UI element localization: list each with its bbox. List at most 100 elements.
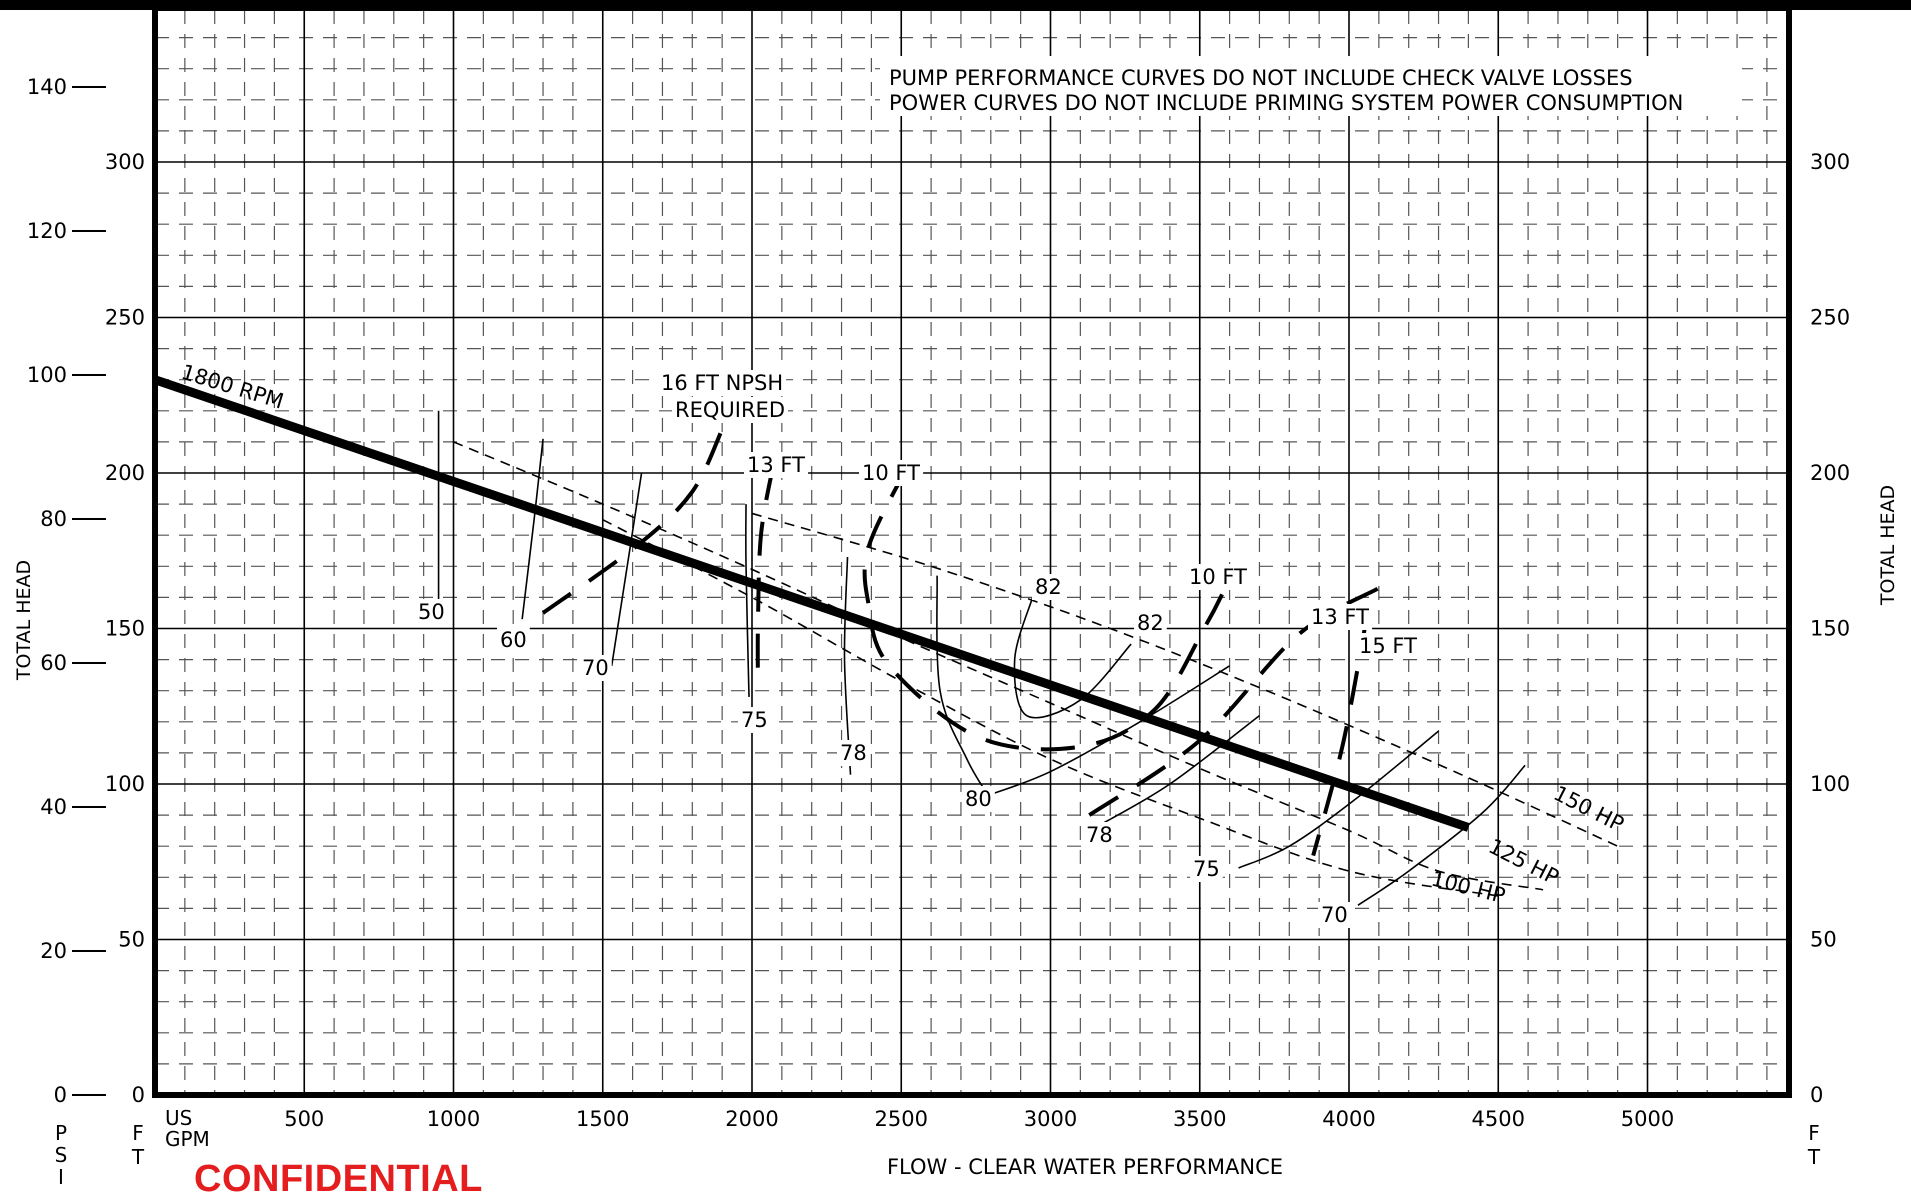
eff-label-60: 60 — [500, 628, 527, 652]
ft-tick-label-right: 150 — [1810, 617, 1850, 641]
efficiency-curve-75 — [1238, 730, 1440, 869]
ft-tick-label-left: 200 — [105, 461, 145, 485]
label-background — [672, 397, 788, 423]
ft-tick-label-right: 200 — [1810, 461, 1850, 485]
ft-tick-label-right: 250 — [1810, 306, 1850, 330]
curve-labels: 1800 RPM 50 60 70 75 78 80 82 82 80 78 7… — [179, 360, 1628, 928]
x-tick-label: 1500 — [576, 1107, 629, 1131]
ft-tick-label-right: 50 — [1810, 928, 1837, 952]
psi-tick-label: 40 — [40, 795, 67, 819]
chart-grid — [155, 10, 1789, 1098]
label-background — [1032, 574, 1065, 600]
y-axis-title-right: TOTAL HEAD — [1877, 485, 1899, 606]
eff-label-80-right: 80 — [965, 787, 992, 811]
ft-tick-label-left: 100 — [105, 772, 145, 796]
hp-label-150: 150 HP — [1550, 781, 1628, 837]
label-background — [415, 599, 448, 625]
x-tick-label: 3500 — [1173, 1107, 1226, 1131]
label-background — [1308, 604, 1373, 630]
power-curve-125-hp — [453, 441, 1544, 891]
label-background — [1356, 633, 1421, 659]
ft-tick-label-right: 100 — [1810, 772, 1850, 796]
confidential-stamp: CONFIDENTIAL — [194, 1158, 483, 1200]
ft-tick-label-left: 50 — [118, 928, 145, 952]
notes-background — [880, 56, 1742, 116]
ft-tick-label-left: 250 — [105, 306, 145, 330]
psi-tick-label: 100 — [27, 363, 67, 387]
x-axis-title: FLOW - CLEAR WATER PERFORMANCE — [887, 1155, 1283, 1179]
npsh-label-13ft-left: 13 FT — [747, 453, 805, 477]
npsh-label-15ft: 15 FT — [1359, 634, 1417, 658]
x-tick-label: 3000 — [1024, 1107, 1077, 1131]
label-background — [738, 707, 771, 733]
npsh-label-13ft-right: 13 FT — [1311, 605, 1369, 629]
npsh-label-required: REQUIRED — [675, 398, 785, 422]
x-tick-label: 2500 — [875, 1107, 928, 1131]
efficiency-curve-82 — [1013, 597, 1132, 719]
label-background — [1134, 610, 1167, 636]
tick-labels: 500 1000 1500 2000 2500 3000 3500 4000 4500 50000… — [27, 75, 1850, 1131]
psi-unit-letter: P — [55, 1121, 67, 1145]
psi-tick-label: 120 — [27, 219, 67, 243]
ft-tick-label-right: 0 — [1810, 1083, 1823, 1107]
npsh-curve-3 — [1088, 586, 1380, 817]
x-tick-label: 4000 — [1322, 1107, 1375, 1131]
label-background — [962, 786, 995, 812]
psi-tick-label: 80 — [40, 507, 67, 531]
ft-unit-letter-right: T — [1807, 1145, 1821, 1169]
x-unit-gpm: GPM — [165, 1127, 210, 1151]
ft-tick-label-left: 150 — [105, 617, 145, 641]
performance-curves — [153, 375, 1618, 906]
y-axis-title-left: TOTAL HEAD — [13, 560, 35, 681]
psi-tick-label: 0 — [54, 1083, 67, 1107]
x-unit-us: US — [165, 1106, 192, 1130]
eff-label-75: 75 — [741, 708, 768, 732]
ft-tick-label-left: 0 — [132, 1083, 145, 1107]
eff-label-82-lower: 82 — [1137, 611, 1164, 635]
npsh-curve-0 — [541, 428, 724, 615]
label-background — [497, 627, 530, 653]
pump-curve-1800-rpm — [153, 375, 1470, 832]
label-background — [579, 655, 612, 681]
label-background — [837, 740, 870, 766]
label-background — [1318, 902, 1351, 928]
axis-titles: TOTAL HEAD TOTAL HEAD FLOW - CLEAR WATER… — [13, 485, 1899, 1179]
x-tick-label: 4500 — [1472, 1107, 1525, 1131]
x-tick-label: 1000 — [427, 1107, 480, 1131]
ft-unit-letter-right: F — [1808, 1121, 1820, 1145]
label-background — [859, 460, 924, 486]
npsh-label-16ft: 16 FT NPSH — [661, 371, 783, 395]
efficiency-curve-78 — [1094, 714, 1260, 829]
psi-tick-label: 20 — [40, 939, 67, 963]
psi-tick-label: 140 — [27, 75, 67, 99]
note-line-2: POWER CURVES DO NOT INCLUDE PRIMING SYST… — [889, 91, 1683, 115]
label-background — [1186, 564, 1251, 590]
eff-label-70: 70 — [582, 656, 609, 680]
notes-block: PUMP PERFORMANCE CURVES DO NOT INCLUDE C… — [880, 56, 1742, 116]
x-tick-label: 5000 — [1621, 1107, 1674, 1131]
efficiency-curve-60 — [521, 438, 544, 620]
efficiency-curve-70 — [610, 472, 643, 666]
eff-label-78: 78 — [840, 741, 867, 765]
efficiency-curve-75 — [745, 504, 750, 697]
note-line-1: PUMP PERFORMANCE CURVES DO NOT INCLUDE C… — [889, 66, 1633, 90]
eff-label-50: 50 — [418, 600, 445, 624]
plot-frame — [152, 5, 1792, 1098]
label-background — [658, 370, 787, 396]
x-tick-label: 500 — [284, 1107, 324, 1131]
x-tick-label: 2000 — [725, 1107, 778, 1131]
efficiency-curve-70 — [1357, 764, 1526, 906]
npsh-curve-2 — [862, 465, 1226, 752]
eff-label-82-upper: 82 — [1035, 575, 1062, 599]
efficiency-curve-80 — [936, 575, 992, 800]
label-background — [1190, 856, 1223, 882]
eff-label-78-right: 78 — [1086, 823, 1113, 847]
ft-unit-letter-left: F — [132, 1121, 144, 1145]
npsh-label-10ft-right: 10 FT — [1189, 565, 1247, 589]
eff-label-70-right: 70 — [1321, 903, 1348, 927]
psi-tick-label: 60 — [40, 651, 67, 675]
power-curve-150-hp — [751, 512, 1618, 847]
label-background — [744, 452, 809, 478]
